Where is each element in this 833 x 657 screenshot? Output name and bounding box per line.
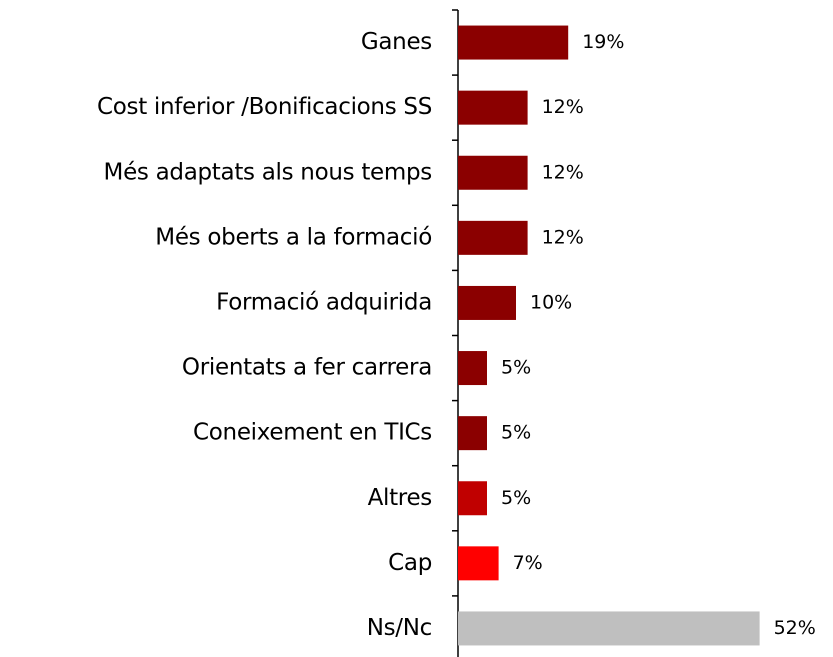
bar	[458, 285, 516, 320]
value-label: 7%	[513, 552, 543, 574]
bar	[458, 155, 528, 190]
value-label: 12%	[542, 161, 584, 183]
value-label: 12%	[542, 226, 584, 248]
category-label: Coneixement en TICs	[193, 420, 432, 446]
category-label: Formació adquirida	[216, 289, 432, 315]
category-label: Més oberts a la formació	[155, 224, 432, 250]
category-label: Ns/Nc	[367, 615, 432, 641]
bar	[458, 546, 499, 581]
value-label: 10%	[530, 291, 572, 313]
value-label: 5%	[501, 422, 531, 444]
bar	[458, 25, 569, 60]
category-label: Altres	[368, 485, 432, 511]
value-label: 5%	[501, 357, 531, 379]
category-label: Més adaptats als nous temps	[104, 159, 432, 185]
bar	[458, 220, 528, 255]
value-label: 12%	[542, 96, 584, 118]
value-label: 52%	[774, 617, 816, 639]
category-label: Orientats a fer carrera	[182, 355, 432, 381]
category-label: Cap	[388, 550, 432, 576]
category-label: Ganes	[361, 29, 432, 55]
bar	[458, 611, 760, 646]
value-label: 19%	[582, 31, 624, 53]
bar	[458, 416, 487, 451]
bar	[458, 90, 528, 125]
category-label: Cost inferior /Bonificacions SS	[97, 94, 432, 120]
bar	[458, 481, 487, 516]
bar	[458, 351, 487, 386]
value-label: 5%	[501, 487, 531, 509]
